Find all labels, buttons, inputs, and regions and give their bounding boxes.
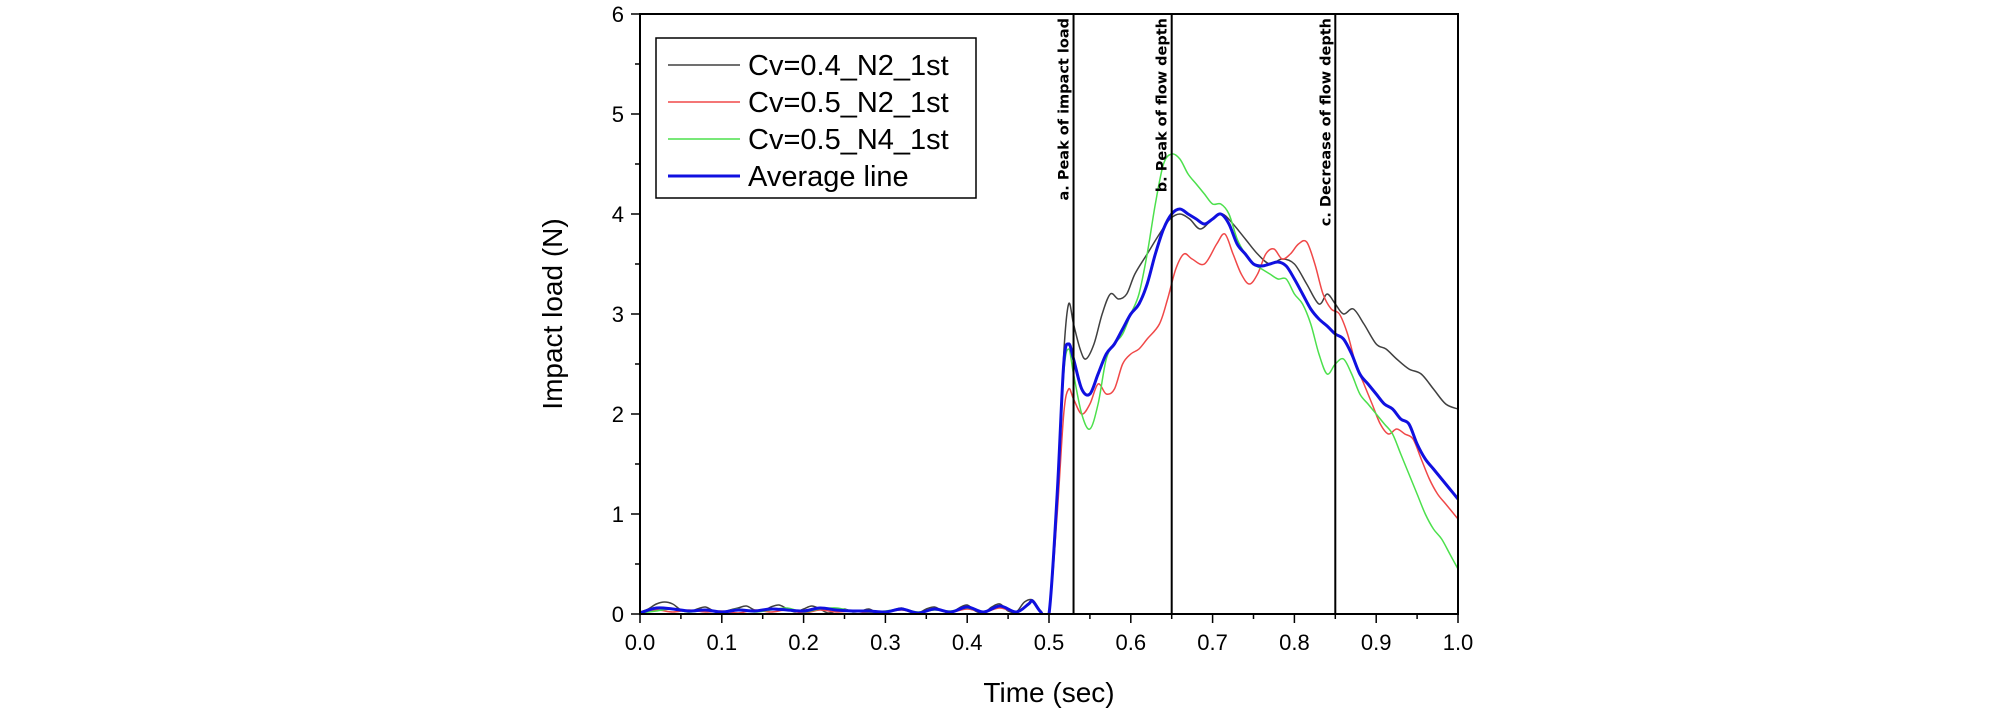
legend-label-4: Average line [748, 161, 909, 193]
legend-label-2: Cv=0.5_N2_1st [748, 87, 949, 119]
legend-label-1: Cv=0.4_N2_1st [748, 50, 949, 82]
series-line-4 [640, 207, 1458, 614]
marker-label-2: b. Peak of flow depth [1155, 18, 1171, 192]
x-tick-label: 0.8 [1279, 630, 1310, 655]
y-tick-label: 5 [612, 102, 624, 127]
legend: Cv=0.4_N2_1st Cv=0.5_N2_1st Cv=0.5_N4_1st A… [655, 37, 977, 199]
x-axis-ticks: 0.0 0.1 0.2 0.3 0.4 0.5 0.6 0.7 0.8 0.9 1.0 [625, 614, 1474, 655]
y-tick-label: 3 [612, 302, 624, 327]
x-tick-label: 0.3 [870, 630, 901, 655]
y-tick-label: 1 [612, 502, 624, 527]
y-axis-title: Impact load (N) [537, 218, 568, 409]
x-axis-title: Time (sec) [983, 677, 1114, 708]
y-tick-label: 6 [612, 2, 624, 27]
y-tick-label: 2 [612, 402, 624, 427]
x-tick-label: 0.5 [1034, 630, 1065, 655]
x-tick-label: 0.0 [625, 630, 656, 655]
marker-label-1: a. Peak of impact load [1057, 18, 1073, 201]
y-tick-label: 0 [612, 602, 624, 627]
x-tick-label: 0.9 [1361, 630, 1392, 655]
x-tick-label: 0.1 [707, 630, 738, 655]
marker-label-3: c. Decrease of flow depth [1318, 18, 1334, 226]
x-tick-label: 0.2 [788, 630, 819, 655]
x-tick-label: 0.7 [1197, 630, 1228, 655]
y-axis-ticks: 0 1 2 3 4 5 6 [612, 2, 640, 627]
legend-label-3: Cv=0.5_N4_1st [748, 124, 949, 156]
x-tick-label: 0.6 [1116, 630, 1147, 655]
vertical-markers: a. Peak of impact load b. Peak of flow de… [1057, 14, 1337, 614]
x-tick-label: 1.0 [1443, 630, 1474, 655]
x-tick-label: 0.4 [952, 630, 983, 655]
series-layer [640, 153, 1458, 614]
y-tick-label: 4 [612, 202, 624, 227]
